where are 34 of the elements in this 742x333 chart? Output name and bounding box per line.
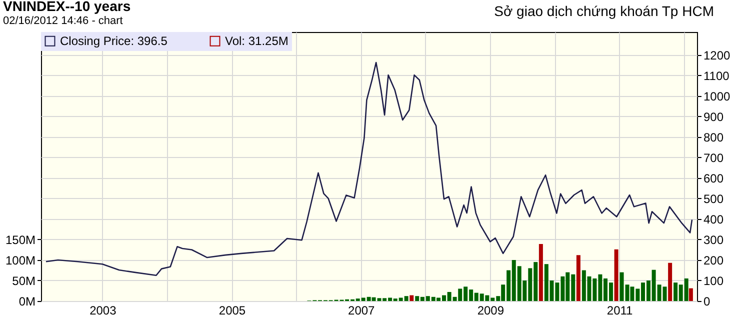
bar <box>576 255 580 301</box>
y-tick-label: 1200 <box>704 48 731 62</box>
y-tick-label: 800 <box>704 130 724 144</box>
bar <box>614 249 618 301</box>
bar <box>688 288 693 301</box>
text: Sở giao dịch chứng khoán Tp HCM <box>494 3 714 19</box>
bar <box>668 262 672 301</box>
y-tick-label: 400 <box>704 212 724 226</box>
x-tick-label: 2005 <box>218 304 246 318</box>
y2-tick-label: 50M <box>12 274 36 288</box>
x-tick-label: 2007 <box>348 304 376 318</box>
y-tick-label: 500 <box>704 192 724 206</box>
bar <box>538 244 543 301</box>
y-tick-label: 600 <box>704 171 724 186</box>
line-series <box>45 62 693 276</box>
y-tick-label: 300 <box>704 232 724 247</box>
chart-title: VNINDEX--10 years <box>3 0 131 14</box>
bar <box>410 295 414 301</box>
y-tick-label: 1000 <box>704 89 731 104</box>
y2-tick-label: 100M <box>5 253 36 268</box>
y-tick-label: 1100 <box>704 68 730 83</box>
y-tick-label: 0 <box>704 294 710 308</box>
y-tick-label: 200 <box>704 253 724 268</box>
legend-label: Closing Price: 396.5 <box>60 34 168 48</box>
legend-label: Vol: 31.25M <box>225 34 288 48</box>
y-tick-label: 100 <box>704 274 724 288</box>
y-tick-label: 900 <box>704 110 724 124</box>
y2-tick-label: 0M <box>18 294 36 308</box>
x-tick-label: 2009 <box>477 304 504 318</box>
chart-subtitle: 02/16/2012 14:46 - chart <box>3 15 123 27</box>
x-tick-label: 2003 <box>90 304 117 318</box>
x-tick-label: 2011 <box>606 304 634 318</box>
y2-tick-label: 150M <box>5 232 36 247</box>
y-tick-label: 700 <box>704 150 724 165</box>
